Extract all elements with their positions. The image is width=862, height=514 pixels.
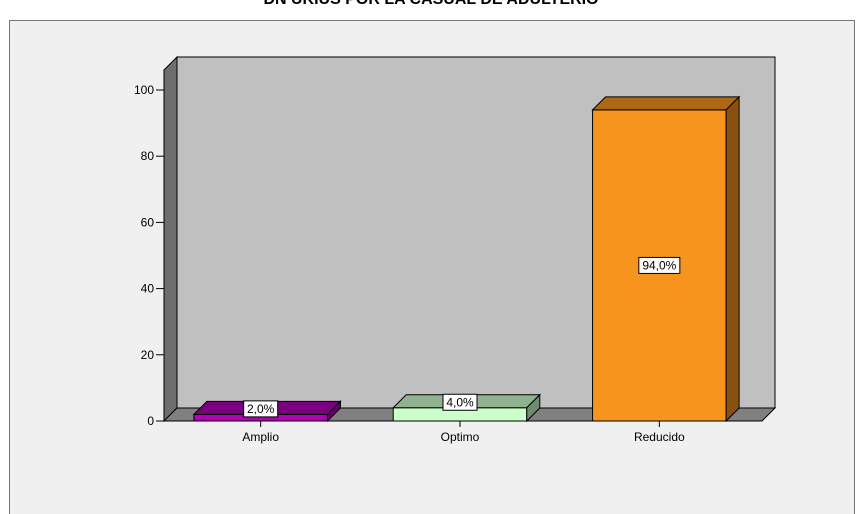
bar-top [591,96,741,111]
bar-optimo: 4,0% [392,393,541,423]
y-tick-label: 20 [141,348,155,362]
data-label: 94,0% [642,258,676,272]
y-tick-label: 40 [141,282,155,296]
bars: 2,0% 4,0% 94,0% [192,95,741,423]
y-tick-label: 80 [141,149,155,163]
side-wall [163,55,178,423]
x-tick-label: Reducido [634,430,685,444]
x-axis-labels: Amplio Optimo Reducido [242,421,685,444]
y-tick-label: 60 [141,215,155,229]
bar-side [326,400,341,423]
data-label-box [638,256,681,274]
data-label: 4,0% [446,395,474,409]
bar-side [725,95,740,423]
y-tick-label: 100 [134,83,154,97]
y-tick-label: 0 [147,414,154,428]
data-label: 2,0% [247,402,275,416]
y-axis: 0 20 40 60 80 100 [134,70,165,428]
data-label-box [442,393,478,411]
chart-title: DN UKIUS POR LA CASUAL DE ADULTERIO [0,0,862,9]
x-tick-label: Optimo [441,430,480,444]
bar-amplio: 2,0% [192,400,342,423]
bar-reducido: 94,0% [591,95,741,423]
data-label-box [243,400,279,418]
bar-side [526,393,541,423]
x-tick-label: Amplio [242,430,279,444]
